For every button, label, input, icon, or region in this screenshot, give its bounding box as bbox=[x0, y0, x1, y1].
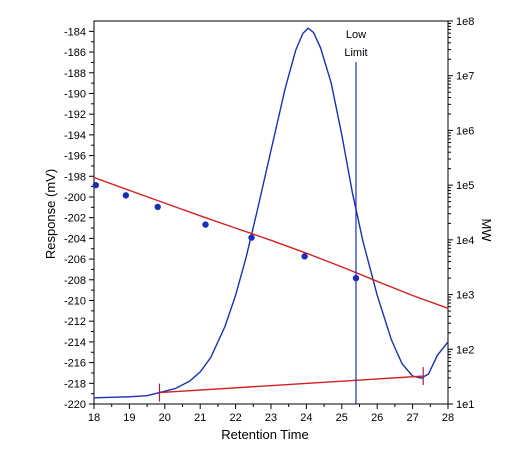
y-tick-label: -186 bbox=[64, 47, 86, 59]
y-tick-label: -200 bbox=[64, 192, 86, 204]
y-tick-label: -202 bbox=[64, 213, 86, 225]
y-tick-label: -218 bbox=[64, 378, 86, 390]
y-tick-label: -214 bbox=[64, 337, 86, 349]
y2-tick-label: 1e5 bbox=[456, 180, 474, 192]
y-tick-label: -194 bbox=[64, 130, 86, 142]
x-tick-label: 20 bbox=[159, 412, 171, 424]
y2-tick-label: 1e2 bbox=[456, 344, 474, 356]
y-tick-label: -198 bbox=[64, 171, 86, 183]
x-tick-label: 26 bbox=[371, 412, 383, 424]
x-axis-title: Retention Time bbox=[221, 427, 308, 442]
y2-tick-label: 1e6 bbox=[456, 125, 474, 137]
marks-layer bbox=[158, 62, 424, 404]
y-tick-label: -204 bbox=[64, 233, 86, 245]
series-line-2 bbox=[93, 176, 449, 309]
y2-tick-label: 1e8 bbox=[456, 16, 474, 28]
y-axis-title: Response (mV) bbox=[43, 169, 58, 259]
series-line-0 bbox=[93, 27, 449, 399]
x-tick-label: 27 bbox=[406, 412, 418, 424]
x-tick-label: 19 bbox=[123, 412, 135, 424]
y-tick-label: -210 bbox=[64, 295, 86, 307]
y-tick-label: -188 bbox=[64, 68, 86, 80]
y-tick-label: -196 bbox=[64, 151, 86, 163]
data-point bbox=[122, 192, 130, 199]
y-axis-right: 1e1 1e2 1e3 1e4 1e5 1e6 1e7 1e8 bbox=[448, 16, 474, 411]
x-tick-label: 18 bbox=[88, 412, 100, 424]
y-tick-label: -208 bbox=[64, 275, 86, 287]
y-axis-left: -220 -218 -216 -214 -212 -210 -208 -206 -204 -202… bbox=[64, 26, 94, 411]
y-tick-label: -184 bbox=[64, 26, 86, 38]
x-tick-label: 21 bbox=[194, 412, 206, 424]
data-point bbox=[301, 253, 308, 260]
series-layer bbox=[92, 27, 449, 399]
y2-tick-label: 1e7 bbox=[456, 71, 474, 83]
low-limit-label-line2: Limit bbox=[344, 47, 367, 59]
low-limit-label-line1: Low bbox=[346, 29, 366, 41]
data-point bbox=[202, 221, 209, 228]
y-tick-label: -192 bbox=[64, 109, 86, 121]
y2-axis-title: MW bbox=[479, 218, 494, 242]
y2-tick-label: 1e3 bbox=[456, 290, 474, 302]
x-axis: 18 19 20 21 22 23 24 25 26 27 28 bbox=[88, 404, 454, 424]
data-point bbox=[154, 203, 161, 211]
y-tick-label: -212 bbox=[64, 316, 86, 328]
x-tick-label: 28 bbox=[442, 412, 454, 424]
y-tick-label: -190 bbox=[64, 88, 86, 100]
y2-tick-label: 1e1 bbox=[456, 399, 474, 411]
y-tick-label: -216 bbox=[64, 358, 86, 370]
data-point bbox=[92, 181, 99, 189]
x-tick-label: 25 bbox=[336, 412, 348, 424]
x-tick-label: 22 bbox=[229, 412, 241, 424]
series-line-1 bbox=[159, 375, 424, 394]
y-tick-label: -206 bbox=[64, 254, 86, 266]
data-point bbox=[248, 234, 255, 241]
x-tick-label: 23 bbox=[265, 412, 277, 424]
x-tick-label: 24 bbox=[300, 412, 312, 424]
y-tick-label: -220 bbox=[64, 399, 86, 411]
y2-tick-label: 1e4 bbox=[456, 235, 474, 247]
